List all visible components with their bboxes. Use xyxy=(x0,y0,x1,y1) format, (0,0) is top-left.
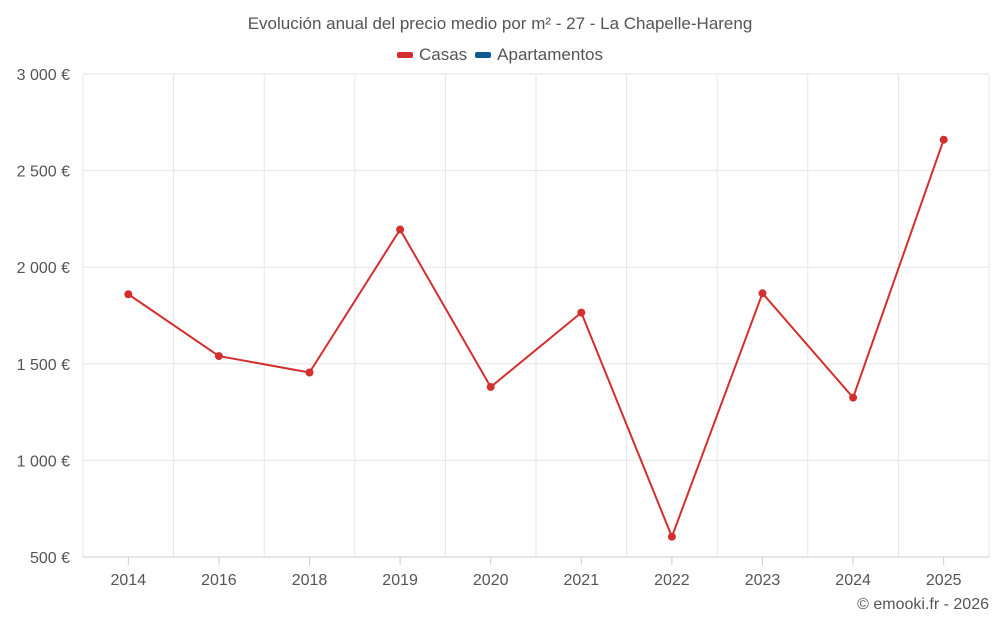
chart-legend: Casas Apartamentos xyxy=(0,45,1000,65)
x-tick-label: 2022 xyxy=(654,572,690,589)
x-tick-label: 2020 xyxy=(473,572,509,589)
data-point-casas xyxy=(486,382,495,391)
x-tick-label: 2025 xyxy=(926,572,962,589)
y-tick-label: 3 000 € xyxy=(17,67,70,84)
chart-title: Evolución anual del precio medio por m² … xyxy=(247,14,753,33)
legend-label-apartamentos: Apartamentos xyxy=(497,45,604,64)
credit-text: © emooki.fr - 2026 xyxy=(857,596,989,613)
y-tick-label: 1 500 € xyxy=(17,357,70,374)
data-point-casas xyxy=(758,289,767,298)
data-point-casas xyxy=(124,290,133,299)
y-tick-label: 2 500 € xyxy=(17,164,70,181)
y-tick-label: 2 000 € xyxy=(17,260,70,277)
legend-swatch-casas xyxy=(396,52,413,58)
data-point-casas xyxy=(214,352,223,361)
legend-label-casas: Casas xyxy=(418,45,468,64)
series-line-casas xyxy=(127,139,945,538)
y-tick-label: 1 000 € xyxy=(17,453,70,470)
data-point-casas xyxy=(849,393,858,402)
x-tick-label: 2019 xyxy=(382,572,418,589)
legend-item-casas[interactable]: Casas xyxy=(396,45,468,65)
data-point-casas xyxy=(396,225,405,234)
y-tick-label: 500 € xyxy=(30,550,70,567)
x-tick-label: 2023 xyxy=(745,572,781,589)
x-tick-label: 2014 xyxy=(111,572,147,589)
data-point-casas xyxy=(939,135,948,144)
x-tick-label: 2016 xyxy=(201,572,237,589)
x-tick-label: 2018 xyxy=(292,572,328,589)
data-point-casas xyxy=(577,308,586,317)
legend-item-apartamentos[interactable]: Apartamentos xyxy=(475,45,603,65)
x-tick-label: 2021 xyxy=(564,572,600,589)
data-point-casas xyxy=(305,368,314,377)
x-tick-label: 2024 xyxy=(835,572,871,589)
data-point-casas xyxy=(667,532,676,541)
legend-swatch-apartamentos xyxy=(475,52,492,58)
